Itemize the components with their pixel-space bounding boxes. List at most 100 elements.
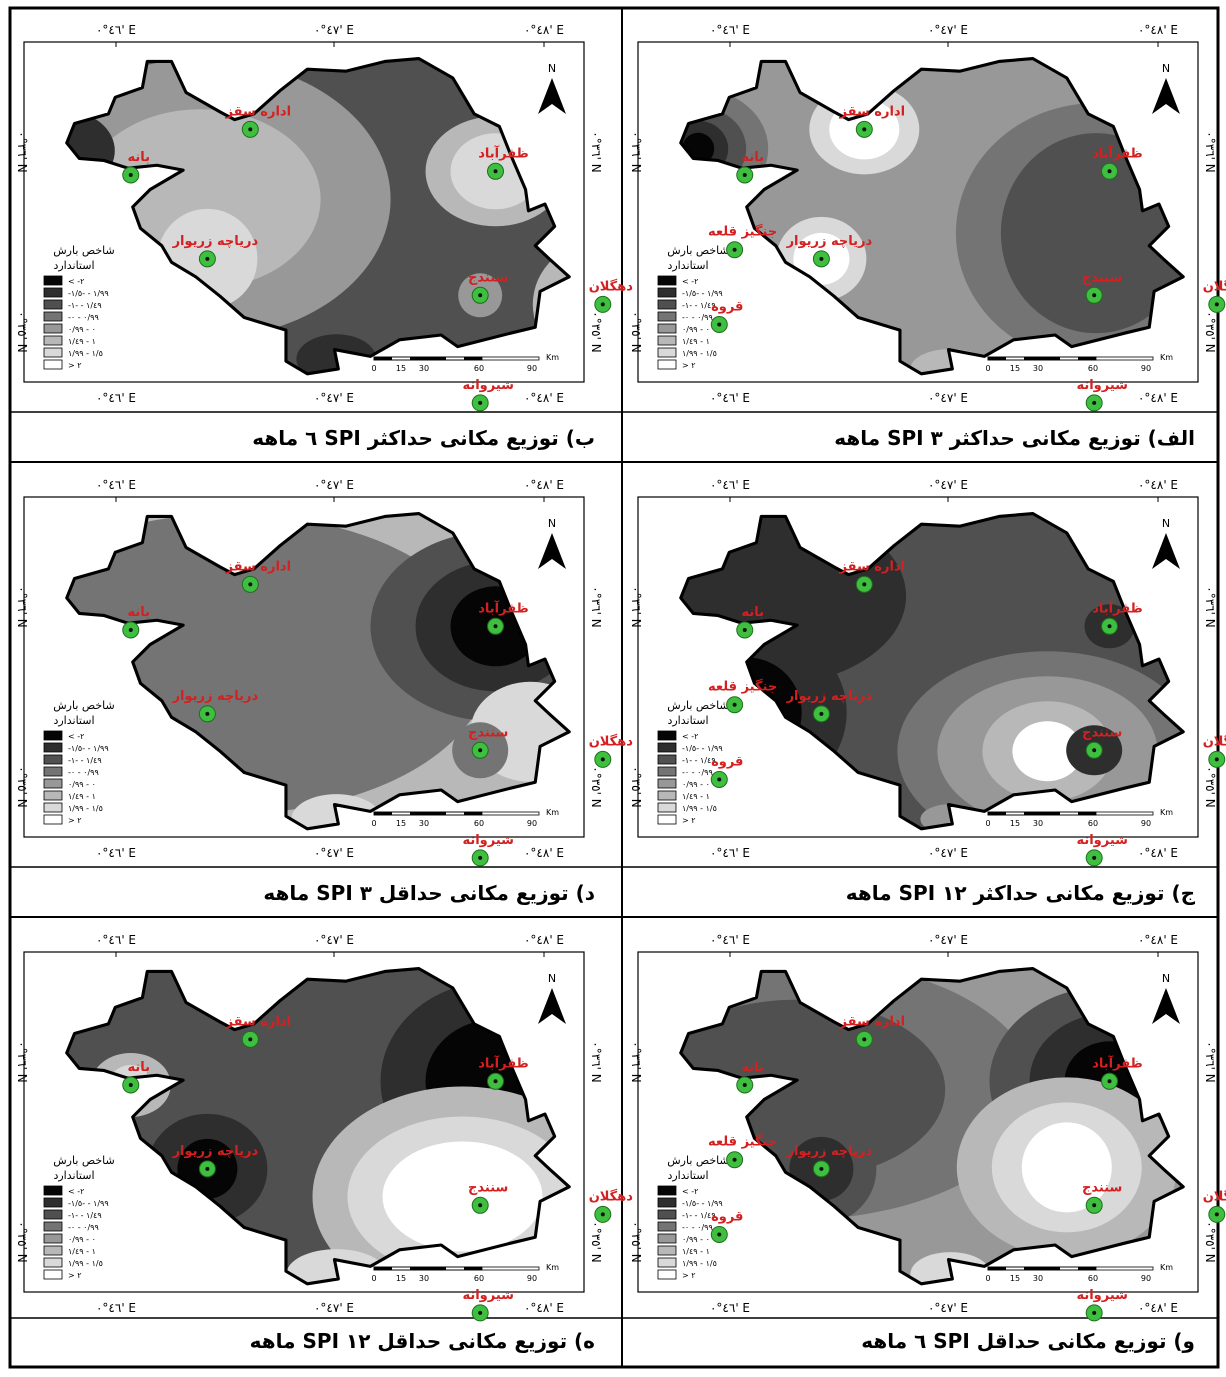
legend-label: -٠/٩٩ - ٠ — [68, 768, 99, 777]
scale-bar-segment — [410, 357, 446, 360]
lat-label-right: ٣٥°٠' N — [589, 311, 603, 352]
station-label: اداره سقز — [839, 104, 906, 119]
lat-label-left: ٣٦°٠' N — [629, 1041, 643, 1082]
station-label: شیروانه — [1076, 833, 1127, 848]
station-label: سنندج — [1082, 270, 1122, 285]
scale-tick-label: 90 — [1141, 819, 1151, 828]
map-panel-jim: اداره سقز بانه ظفرآباد دریاچه زریوار جنگیز ق… — [629, 478, 1226, 905]
station-dot — [1092, 855, 1097, 860]
legend-label: -١/٩٩ - -١/٥ — [68, 289, 109, 298]
legend-label: ٠ - ٠/٩٩ — [682, 1235, 710, 1244]
scale-tick-label: 90 — [527, 819, 537, 828]
lon-label-bottom: ٤٨°٠' E — [1138, 846, 1178, 860]
scale-bar-segment — [374, 812, 392, 815]
station-dot — [1214, 302, 1219, 307]
lat-label-right: ٣٥°٠' N — [589, 766, 603, 807]
station-label: اداره سقز — [839, 1014, 906, 1029]
panel-caption: ه) توزیع مکانی حداقل SPI ۱۲ ماهه — [250, 1329, 595, 1353]
station-dot — [1214, 757, 1219, 762]
lon-label-bottom: ٤٦°٠' E — [710, 1301, 750, 1315]
province-boundary — [679, 511, 1185, 831]
station-label: اداره سقز — [225, 104, 292, 119]
station-dot — [205, 256, 210, 261]
legend-swatch — [657, 754, 677, 765]
station-dot — [1092, 1203, 1097, 1208]
scale-tick-label: 15 — [1010, 364, 1020, 373]
legend-label: -٠/٩٩ - ٠ — [682, 313, 713, 322]
map-panel-be: اداره سقز بانه ظفرآباد دریاچه زریوار جنگیز ق… — [15, 23, 777, 450]
legend-swatch — [43, 1233, 63, 1244]
legend-title: شاخص بارش — [53, 699, 115, 712]
scale-tick-label: 0 — [985, 1274, 990, 1283]
lon-label-top: ٤٦°٠' E — [96, 478, 136, 492]
scale-unit: Km — [1160, 1263, 1173, 1272]
panel-caption: الف) توزیع مکانی حداکثر SPI ۳ ماهه — [834, 426, 1195, 450]
legend-label: < -٢ — [682, 732, 698, 741]
legend-label: ١ - ١/٤٩ — [682, 337, 710, 346]
outer-frame — [8, 6, 1220, 1369]
legend-label: -١/٤٩ - -١ — [68, 1211, 102, 1220]
legend-label: ١/٥ - ١/٩٩ — [682, 1259, 717, 1268]
legend-label: ١/٥ - ١/٩٩ — [68, 804, 103, 813]
north-arrow-icon — [538, 988, 566, 1024]
station-dot — [205, 711, 210, 716]
legend-title: شاخص بارش — [53, 244, 115, 257]
scale-bar-segment — [1024, 357, 1060, 360]
lon-label-bottom: ٤٨°٠' E — [524, 1301, 564, 1315]
legend-label: -١/٩٩ - -١/٥ — [682, 744, 723, 753]
station-label: اداره سقز — [225, 1014, 292, 1029]
station-dot — [248, 127, 253, 132]
lon-label-bottom: ٤٦°٠' E — [96, 391, 136, 405]
station-dot — [732, 247, 737, 252]
legend-label: ١/٥ - ١/٩٩ — [68, 1259, 103, 1268]
station-dot — [717, 322, 722, 327]
station-label: ظفرآباد — [478, 144, 529, 161]
scale-bar-segment — [1024, 812, 1060, 815]
legend-swatch — [657, 766, 677, 777]
station-dot — [478, 1203, 483, 1208]
station-dot — [478, 293, 483, 298]
scale-tick-label: 0 — [985, 364, 990, 373]
legend-label: > ٢ — [68, 1271, 82, 1280]
station-label: قروه — [711, 1209, 743, 1224]
scale-bar-segment — [1078, 1267, 1096, 1270]
station-label: بانه — [741, 150, 764, 165]
lon-label-top: ٤٨°٠' E — [1138, 933, 1178, 947]
scale-bar-frame — [987, 1266, 1154, 1271]
scale-tick-label: 30 — [1033, 819, 1043, 828]
legend-label: -٠/٩٩ - ٠ — [682, 768, 713, 777]
lon-label-bottom: ٤٨°٠' E — [524, 846, 564, 860]
scale-bar-segment — [374, 1267, 392, 1270]
station-label: سنندج — [468, 725, 508, 740]
lon-label-bottom: ٤٧°٠' E — [314, 391, 354, 405]
station-dot — [600, 1212, 605, 1217]
station-dot — [742, 627, 747, 632]
legend-swatch — [43, 299, 63, 310]
legend-swatch — [657, 814, 677, 825]
lon-label-top: ٤٧°٠' E — [314, 478, 354, 492]
scale-tick-label: 30 — [1033, 1274, 1043, 1283]
legend-swatch — [43, 1269, 63, 1280]
scale-bar-segment — [464, 812, 482, 815]
station-label: سنندج — [1082, 1180, 1122, 1195]
station-label: سنندج — [468, 1180, 508, 1195]
station-label: بانه — [127, 150, 150, 165]
legend-swatch — [657, 730, 677, 741]
legend-swatch — [43, 742, 63, 753]
station-dot — [478, 400, 483, 405]
province-boundary — [65, 511, 571, 831]
legend-swatch — [43, 1185, 63, 1196]
scale-tick-label: 90 — [1141, 364, 1151, 373]
scale-tick-label: 90 — [1141, 1274, 1151, 1283]
scale-tick-label: 60 — [474, 364, 484, 373]
station-label: دهگلان — [1203, 733, 1226, 749]
north-arrow-icon — [1152, 78, 1180, 114]
scale-bar-segment — [374, 357, 392, 360]
station-label: جنگیز قلعه — [708, 1134, 777, 1150]
lon-label-bottom: ٤٧°٠' E — [314, 1301, 354, 1315]
station-dot — [819, 256, 824, 261]
legend-swatch — [43, 275, 63, 286]
station-label: ظفرآباد — [1092, 144, 1143, 161]
legend-label: -٠/٩٩ - ٠ — [68, 1223, 99, 1232]
